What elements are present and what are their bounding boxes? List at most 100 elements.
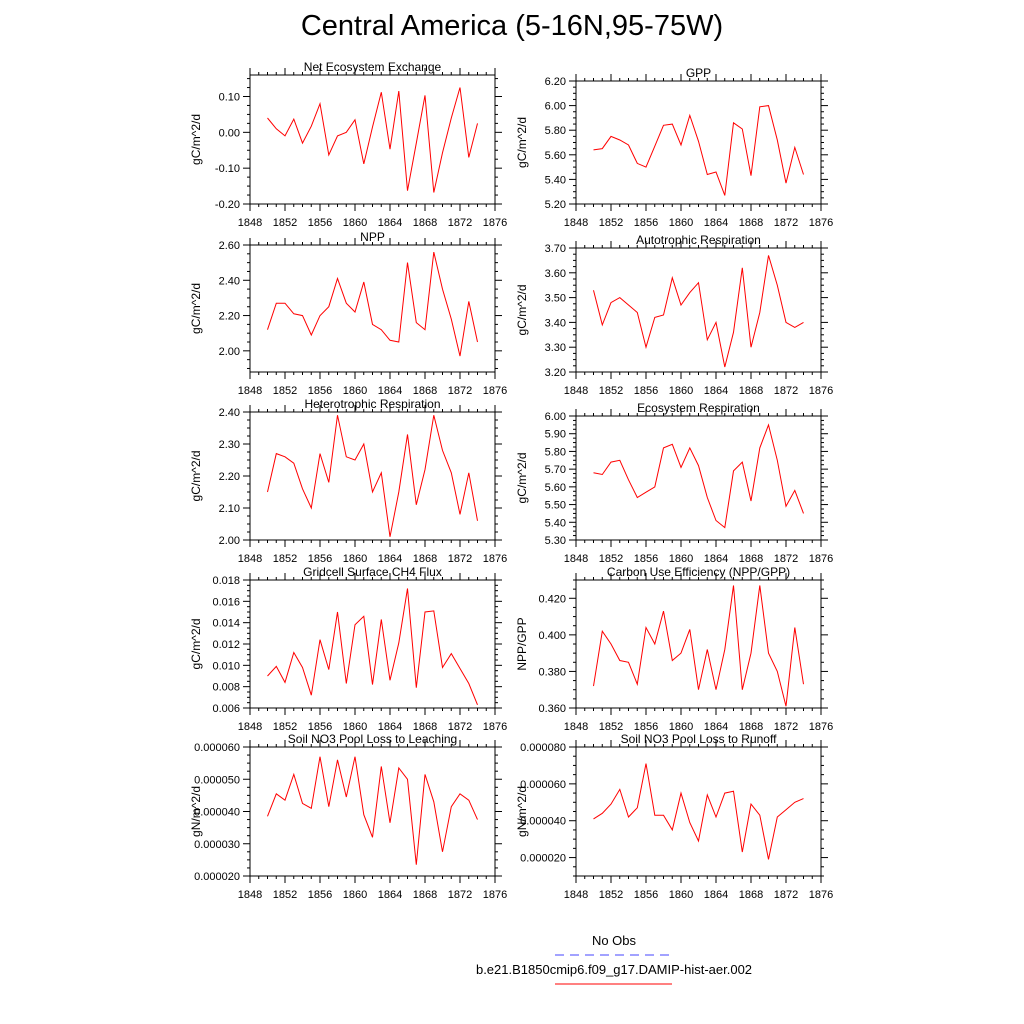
y-tick-label: 0.000060	[520, 779, 566, 791]
plot-frame	[575, 247, 822, 373]
y-axis-label: gC/m^2/d	[189, 114, 203, 165]
x-tick-label: 1864	[704, 385, 728, 397]
y-tick-label: 2.30	[219, 439, 240, 451]
series-line	[267, 415, 478, 537]
x-tick-label: 1860	[669, 217, 693, 229]
y-tick-label: 5.60	[545, 150, 566, 162]
y-tick-label: 5.90	[545, 429, 566, 441]
panel-title: Soil NO3 Pool Loss to Runoff	[621, 732, 778, 746]
x-tick-label: 1868	[413, 217, 437, 229]
x-tick-label: 1864	[704, 889, 728, 901]
x-tick-label: 1856	[634, 217, 658, 229]
x-tick-label: 1852	[273, 385, 297, 397]
chart-panel-carbon-use-efficiency-npp-gpp: Carbon Use Efficiency (NPP/GPP) NPP/GPP 18…	[515, 565, 833, 733]
x-tick-label: 1864	[704, 217, 728, 229]
x-tick-label: 1864	[378, 553, 402, 565]
x-tick-label: 1856	[308, 217, 332, 229]
y-tick-label: 5.40	[545, 174, 566, 186]
x-tick-label: 1860	[343, 889, 367, 901]
y-tick-label: 0.008	[212, 682, 240, 694]
y-axis-label: NPP/GPP	[515, 617, 529, 670]
x-tick-label: 1852	[599, 889, 623, 901]
x-tick-label: 1848	[238, 889, 262, 901]
plot-frame	[249, 244, 496, 373]
x-tick-label: 1860	[669, 385, 693, 397]
plot-frame	[249, 411, 496, 541]
y-tick-label: 3.20	[545, 367, 566, 379]
x-tick-label: 1852	[273, 217, 297, 229]
x-tick-label: 1872	[774, 721, 798, 733]
panel-title: Carbon Use Efficiency (NPP/GPP)	[607, 565, 790, 579]
x-tick-label: 1876	[483, 385, 507, 397]
y-axis-label: gC/m^2/d	[515, 285, 529, 336]
chart-panel-heterotrophic-respiration: Heterotrophic Respiration gC/m^2/d 1848 185…	[189, 397, 507, 565]
y-tick-label: 3.70	[545, 243, 566, 255]
y-tick-label: 6.00	[545, 101, 566, 113]
y-tick-label: 0.014	[212, 618, 240, 630]
y-tick-label: 3.50	[545, 293, 566, 305]
x-tick-label: 1876	[483, 217, 507, 229]
panel-title: Net Ecosystem Exchange	[304, 60, 442, 74]
x-tick-label: 1848	[564, 721, 588, 733]
chart-panel-net-ecosystem-exchange: Net Ecosystem Exchange gC/m^2/d 1848 1852 18…	[189, 60, 507, 229]
x-tick-label: 1876	[809, 553, 833, 565]
y-tick-label: 2.00	[219, 346, 240, 358]
x-tick-label: 1872	[448, 889, 472, 901]
series-line	[267, 756, 478, 865]
panel-title: NPP	[360, 230, 385, 244]
y-axis-label: gN/m^2/d	[189, 786, 203, 837]
y-tick-label: 0.012	[212, 639, 240, 651]
panel-title: Gridcell Surface CH4 Flux	[303, 565, 442, 579]
panel-title: Heterotrophic Respiration	[304, 397, 440, 411]
x-tick-label: 1852	[273, 553, 297, 565]
y-tick-label: 2.20	[219, 471, 240, 483]
panel-title: Autotrophic Respiration	[636, 233, 761, 247]
x-tick-label: 1848	[564, 553, 588, 565]
y-tick-label: 3.40	[545, 317, 566, 329]
y-tick-label: 5.80	[545, 125, 566, 137]
chart-panel-soil-no3-pool-loss-to-leaching: Soil NO3 Pool Loss to Leaching gN/m^2/d 18…	[189, 732, 507, 901]
x-tick-label: 1848	[238, 217, 262, 229]
y-tick-label: 5.20	[545, 199, 566, 211]
x-tick-label: 1860	[343, 553, 367, 565]
y-axis-label: gN/m^2/d	[515, 786, 529, 837]
y-tick-label: 0.000050	[194, 774, 240, 786]
series-line	[267, 588, 478, 705]
y-tick-label: 0.10	[219, 92, 240, 104]
x-tick-label: 1848	[238, 721, 262, 733]
x-tick-label: 1864	[378, 721, 402, 733]
y-tick-label: 0.000060	[194, 742, 240, 754]
x-tick-label: 1852	[599, 553, 623, 565]
series-line	[593, 105, 804, 196]
panel-title: Ecosystem Respiration	[637, 401, 760, 415]
x-tick-label: 1856	[634, 889, 658, 901]
x-tick-label: 1856	[308, 721, 332, 733]
series-line	[593, 255, 804, 368]
y-axis-label: gC/m^2/d	[189, 283, 203, 334]
panel-title: Soil NO3 Pool Loss to Leaching	[288, 732, 457, 746]
y-tick-label: 0.400	[538, 630, 566, 642]
x-tick-label: 1868	[413, 721, 437, 733]
y-tick-label: 5.50	[545, 500, 566, 512]
y-tick-label: 0.000020	[520, 853, 566, 865]
y-tick-label: 2.20	[219, 311, 240, 323]
plot-frame	[249, 579, 496, 709]
x-tick-label: 1872	[448, 721, 472, 733]
x-tick-label: 1876	[809, 385, 833, 397]
series-line	[267, 251, 478, 357]
y-tick-label: 0.010	[212, 660, 240, 672]
series-line	[593, 585, 804, 707]
x-tick-label: 1864	[704, 553, 728, 565]
x-tick-label: 1864	[378, 385, 402, 397]
page-title: Central America (5-16N,95-75W)	[300, 10, 724, 42]
x-tick-label: 1876	[483, 889, 507, 901]
chart-panel-npp: NPP gC/m^2/d 1848 1852 1856 1860 1864 1868 1872 1…	[189, 230, 507, 397]
series-line	[267, 87, 478, 193]
y-tick-label: 3.60	[545, 268, 566, 280]
x-tick-label: 1860	[343, 217, 367, 229]
y-axis-label: gC/m^2/d	[189, 451, 203, 502]
y-tick-label: 2.60	[219, 240, 240, 252]
x-tick-label: 1868	[739, 721, 763, 733]
y-tick-label: 0.000080	[520, 742, 566, 754]
